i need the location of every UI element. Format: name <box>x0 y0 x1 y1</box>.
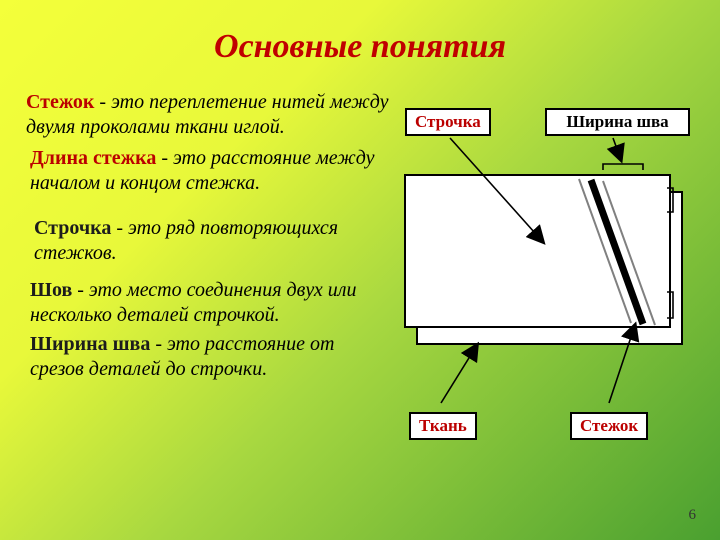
label-stezhok: Стежок <box>570 412 648 440</box>
definition-shirina: Ширина шва - это расстояние от срезов де… <box>30 332 370 382</box>
slide: Основные понятия Стежок - это переплетен… <box>0 0 720 540</box>
term-shirina: Ширина шва <box>30 333 150 355</box>
definition-strochka: Строчка - это ряд повторяющихся стежков. <box>34 216 364 266</box>
label-shirina: Ширина шва <box>545 108 690 136</box>
term-shov: Шов <box>30 279 72 301</box>
body-shov: - это место соединения двух или нескольк… <box>30 279 357 326</box>
slide-title: Основные понятия <box>0 28 720 66</box>
definition-dlina: Длина стежка - это расстояние между нача… <box>30 146 390 196</box>
page-number: 6 <box>689 507 697 524</box>
diagram-svg <box>395 100 705 440</box>
term-strochka: Строчка <box>34 217 111 239</box>
term-stezhok: Стежок <box>26 91 94 113</box>
definition-shov: Шов - это место соединения двух или неск… <box>30 278 400 328</box>
label-strochka: Строчка <box>405 108 491 136</box>
definition-stezhok: Стежок - это переплетение нитей между дв… <box>26 90 406 140</box>
seam-diagram: Строчка Ширина шва Ткань Стежок <box>395 100 705 440</box>
term-dlina: Длина стежка <box>30 147 156 169</box>
label-tkan: Ткань <box>409 412 477 440</box>
